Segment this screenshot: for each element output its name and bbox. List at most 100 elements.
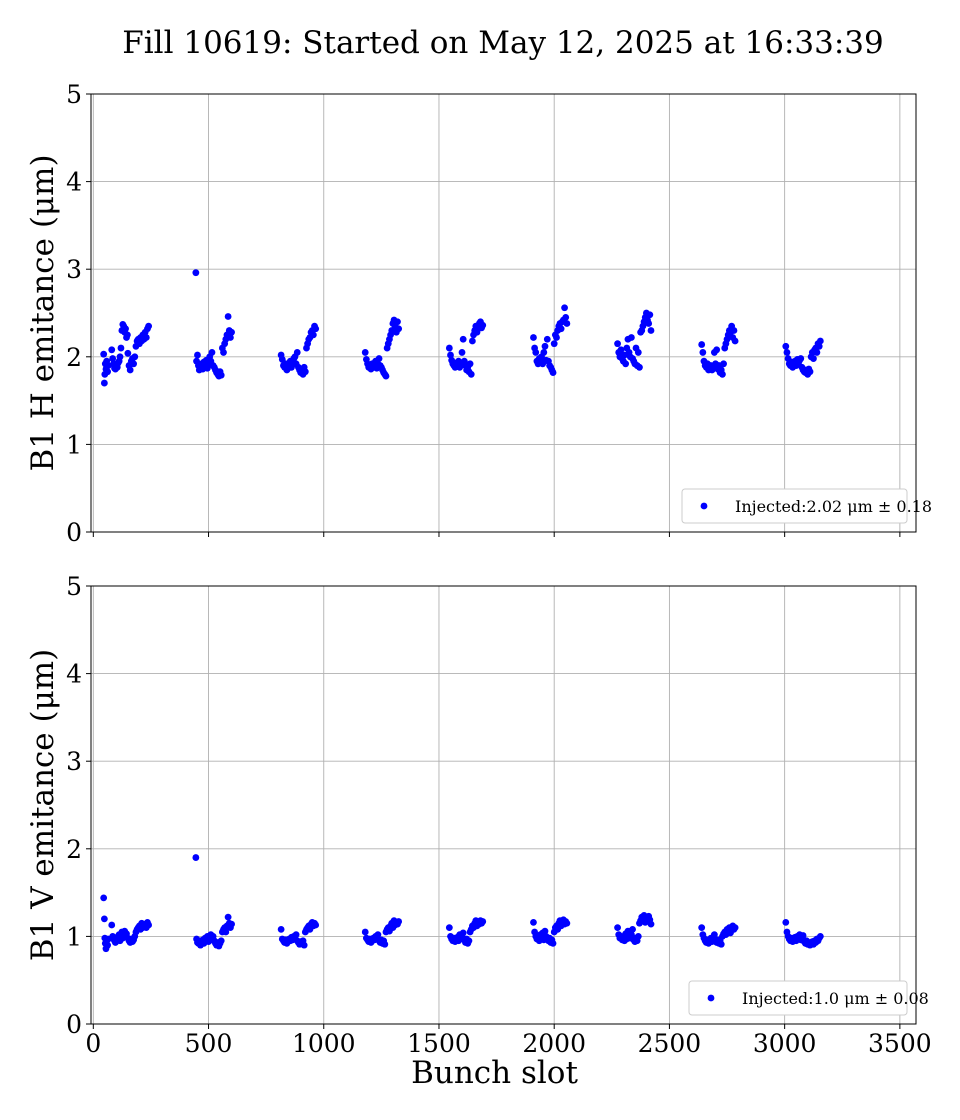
data-point — [194, 351, 201, 359]
data-point — [100, 894, 108, 902]
data-point — [540, 349, 548, 356]
data-point — [292, 931, 300, 939]
data-point — [563, 919, 571, 927]
data-point — [549, 940, 557, 947]
y-tick-label: 3 — [66, 747, 82, 776]
data-point — [629, 925, 636, 933]
data-point — [375, 355, 383, 362]
scatter-points — [100, 269, 824, 387]
data-point — [208, 349, 216, 356]
x-axis-label: Bunch slot — [411, 1055, 578, 1091]
data-point — [797, 355, 805, 362]
y-axis-label: B1 V emitance (μm) — [25, 649, 61, 961]
grid — [91, 585, 916, 1025]
data-point — [783, 349, 791, 356]
y-axis-label: B1 H emitance (μm) — [25, 154, 61, 471]
plot-frame — [90, 93, 917, 533]
data-point — [126, 366, 134, 374]
data-point — [458, 349, 466, 356]
data-point — [228, 328, 235, 336]
figure-title: Fill 10619: Started on May 12, 2025 at 1… — [122, 25, 884, 61]
legend-marker — [700, 502, 708, 510]
data-point — [300, 941, 308, 949]
data-point — [374, 931, 382, 939]
data-point — [719, 370, 726, 378]
data-point — [557, 325, 565, 333]
data-point — [217, 371, 225, 379]
data-point — [293, 349, 301, 356]
data-point — [532, 349, 540, 356]
data-point — [479, 321, 487, 329]
data-point — [614, 924, 621, 932]
y-tick-label: 5 — [66, 80, 82, 109]
data-point — [543, 335, 551, 343]
legend-label: Injected:2.02 μm ± 0.18 — [735, 497, 932, 516]
data-point — [717, 940, 725, 948]
data-point — [277, 925, 285, 933]
legend: Injected:1.0 μm ± 0.08 — [688, 980, 929, 1016]
data-point — [312, 921, 320, 929]
data-point — [395, 918, 403, 925]
data-point — [561, 304, 568, 312]
data-point — [228, 920, 235, 928]
y-tick-label: 0 — [66, 518, 82, 547]
data-point — [108, 921, 116, 929]
data-point — [220, 349, 227, 356]
data-point — [562, 313, 570, 321]
data-point — [646, 311, 654, 319]
data-point — [799, 932, 807, 939]
data-point — [467, 370, 475, 378]
y-tick-label: 1 — [66, 922, 82, 951]
data-point — [530, 918, 537, 926]
data-point — [124, 349, 132, 357]
y-tick-label: 4 — [66, 168, 82, 197]
data-point — [806, 368, 814, 376]
data-point — [227, 334, 234, 341]
legend: Injected:2.02 μm ± 0.18 — [681, 488, 932, 524]
data-point — [145, 921, 153, 929]
data-point — [445, 344, 453, 352]
data-point — [100, 350, 108, 358]
data-point — [710, 931, 718, 939]
data-point — [541, 927, 549, 935]
data-point — [815, 342, 823, 350]
data-point — [116, 353, 124, 361]
data-point — [530, 334, 537, 341]
data-point — [100, 915, 108, 923]
legend-label: Injected:1.0 μm ± 0.08 — [742, 989, 929, 1008]
data-point — [465, 937, 473, 945]
data-point — [382, 372, 390, 380]
data-point — [466, 360, 474, 368]
data-point — [782, 918, 790, 926]
data-point — [647, 327, 655, 334]
data-point — [117, 344, 125, 352]
data-point — [563, 320, 571, 327]
data-point — [381, 940, 389, 948]
data-point — [622, 360, 630, 368]
data-point — [698, 341, 706, 348]
data-point — [810, 355, 817, 362]
data-point — [627, 931, 635, 939]
data-point — [731, 924, 739, 932]
data-point — [541, 342, 549, 350]
x-tick-label: 1000 — [292, 1029, 356, 1058]
x-tick-label: 2500 — [638, 1029, 702, 1058]
data-point — [617, 346, 625, 354]
data-point — [142, 334, 150, 341]
data-point — [124, 331, 131, 339]
data-point — [459, 929, 467, 937]
data-point — [636, 363, 643, 371]
y-tick-label: 3 — [66, 255, 82, 284]
data-point — [130, 360, 138, 368]
data-point — [459, 335, 467, 343]
data-point — [553, 334, 560, 341]
data-point — [447, 351, 454, 359]
data-point — [813, 349, 821, 356]
legend-box — [688, 980, 908, 1016]
data-point — [361, 928, 369, 936]
data-point — [698, 924, 706, 932]
y-tick-label: 2 — [66, 835, 82, 864]
data-point — [100, 379, 108, 387]
data-point — [217, 937, 225, 945]
y-tick-label: 1 — [66, 430, 82, 459]
